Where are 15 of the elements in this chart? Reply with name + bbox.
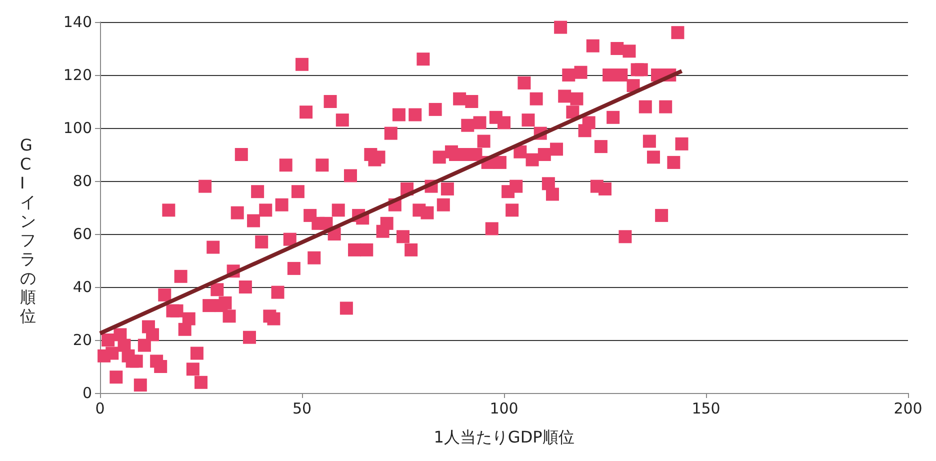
x-tick-label: 150 <box>692 400 720 418</box>
y-tick-label: 80 <box>72 172 92 190</box>
y-tick-label: 20 <box>72 331 92 349</box>
y-tick-label: 140 <box>63 13 92 31</box>
x-axis-title: 1人当たりGDP順位 <box>434 428 574 446</box>
y-tick-label: 40 <box>72 278 92 296</box>
x-tick-label: 200 <box>894 400 922 418</box>
y-tick-label: 60 <box>72 225 92 243</box>
y-tick-label: 0 <box>82 384 92 402</box>
x-tick-label: 50 <box>292 400 312 418</box>
x-tick-label: 100 <box>490 400 518 418</box>
y-tick-label: 120 <box>63 66 92 84</box>
x-tick-label: 0 <box>95 400 105 418</box>
text: GCIインフラの順位 <box>20 136 36 326</box>
y-tick-label: 100 <box>63 119 92 137</box>
